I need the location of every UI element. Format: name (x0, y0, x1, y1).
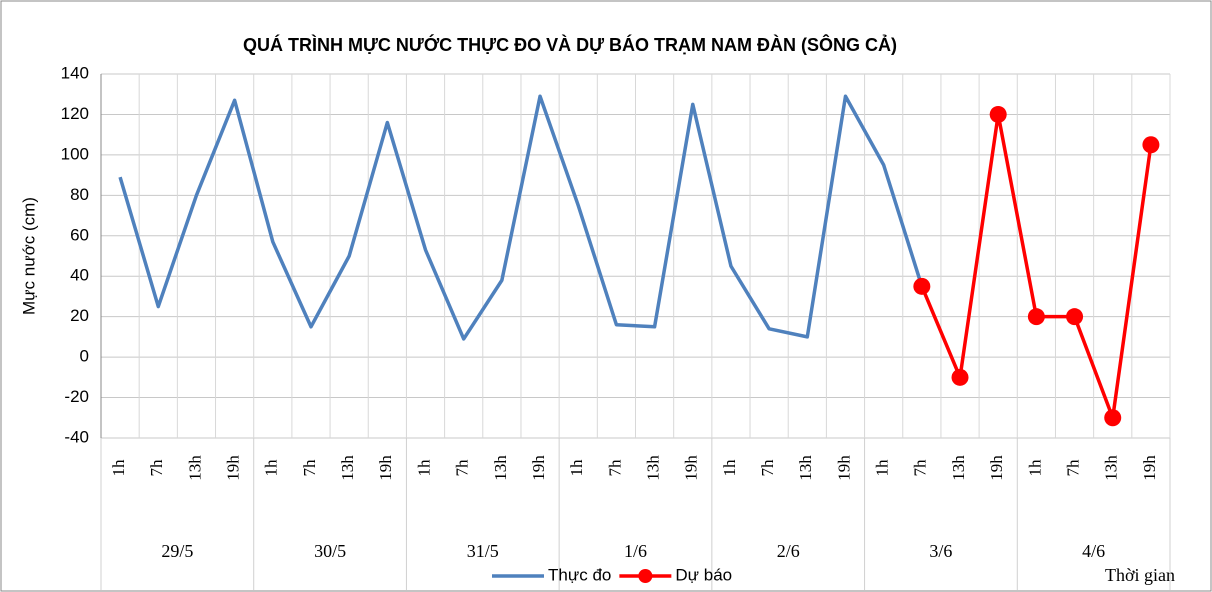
x-tick-label: 1h (262, 459, 281, 477)
x-tick-label: 19h (987, 455, 1006, 481)
x-tick-label: 19h (376, 455, 395, 481)
x-tick-label: 13h (491, 455, 510, 481)
series-marker (989, 105, 1007, 123)
x-tick-label: 19h (682, 455, 701, 481)
x-tick-label: 7h (911, 459, 930, 477)
x-tick-label: 1h (720, 459, 739, 477)
series-line (118, 94, 924, 341)
x-tick-label: 7h (605, 459, 624, 477)
x-tick-label: 13h (185, 455, 204, 481)
group-label: 30/5 (314, 541, 346, 561)
x-axis-label: Thời gian (1105, 565, 1175, 585)
y-tick-label: 40 (70, 266, 89, 285)
x-tick-label: 7h (1063, 459, 1082, 477)
x-tick-label: 1h (567, 459, 586, 477)
y-axis-label: Mực nước (cm) (19, 197, 38, 315)
x-tick-label: 1h (414, 459, 433, 477)
series-marker (951, 368, 969, 386)
series-marker (1027, 308, 1045, 326)
group-label: 29/5 (161, 541, 193, 561)
x-tick-label: 19h (834, 455, 853, 481)
y-tick-label: 80 (70, 185, 89, 204)
x-tick-label: 13h (1102, 455, 1121, 481)
legend-label: Thực đo (548, 565, 611, 584)
y-tick-label: 20 (70, 306, 89, 325)
x-tick-label: 7h (147, 459, 166, 477)
series-marker (1066, 308, 1084, 326)
legend-label: Dự báo (675, 565, 732, 584)
y-tick-label: -40 (64, 427, 89, 446)
y-tick-label: -20 (64, 387, 89, 406)
x-tick-label: 1h (1025, 459, 1044, 477)
x-tick-label: 19h (1140, 455, 1159, 481)
group-label: 1/6 (624, 541, 647, 561)
x-tick-label: 13h (796, 455, 815, 481)
x-tick-label: 1h (109, 459, 128, 477)
y-tick-label: 100 (61, 144, 89, 163)
x-tick-label: 13h (338, 455, 357, 481)
series-marker (1142, 136, 1160, 154)
y-tick-label: 120 (61, 104, 89, 123)
x-tick-label: 19h (529, 455, 548, 481)
x-tick-label: 7h (300, 459, 319, 477)
y-tick-label: 140 (61, 63, 89, 82)
series-marker (913, 277, 931, 295)
series-marker (1104, 409, 1122, 427)
group-label: 4/6 (1082, 541, 1105, 561)
legend-marker (638, 569, 653, 583)
chart-title: QUÁ TRÌNH MỰC NƯỚC THỰC ĐO VÀ DỰ BÁO TRẠ… (243, 34, 897, 55)
group-label: 2/6 (777, 541, 800, 561)
group-label: 31/5 (467, 541, 499, 561)
x-tick-label: 1h (873, 459, 892, 477)
group-label: 3/6 (929, 541, 952, 561)
x-tick-label: 19h (224, 455, 243, 481)
x-tick-label: 7h (758, 459, 777, 477)
x-tick-label: 13h (643, 455, 662, 481)
y-tick-label: 0 (80, 347, 89, 366)
x-tick-label: 7h (453, 459, 472, 477)
y-tick-label: 60 (70, 225, 89, 244)
x-tick-label: 13h (949, 455, 968, 481)
